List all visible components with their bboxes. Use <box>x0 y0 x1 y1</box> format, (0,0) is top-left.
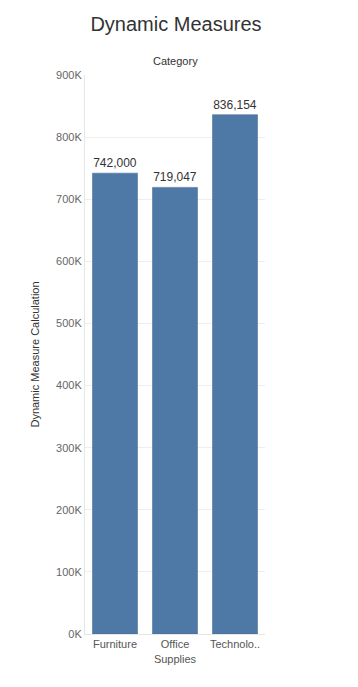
svg-text:200K: 200K <box>56 504 82 516</box>
svg-text:Dynamic Measures: Dynamic Measures <box>90 13 261 35</box>
svg-text:0K: 0K <box>68 628 82 640</box>
svg-text:742,000: 742,000 <box>93 156 137 170</box>
svg-text:836,154: 836,154 <box>213 98 257 112</box>
svg-text:Furniture: Furniture <box>93 638 137 650</box>
svg-text:800K: 800K <box>56 131 82 143</box>
svg-text:719,047: 719,047 <box>153 170 197 184</box>
svg-text:400K: 400K <box>56 379 82 391</box>
svg-text:500K: 500K <box>56 317 82 329</box>
svg-text:Technolo..: Technolo.. <box>210 638 260 650</box>
svg-text:600K: 600K <box>56 255 82 267</box>
svg-text:Category: Category <box>153 55 198 67</box>
svg-text:100K: 100K <box>56 566 82 578</box>
svg-text:300K: 300K <box>56 442 82 454</box>
svg-text:900K: 900K <box>56 69 82 81</box>
svg-text:OfficeSupplies: OfficeSupplies <box>154 638 197 664</box>
svg-text:Dynamic Measure Calculation: Dynamic Measure Calculation <box>29 281 41 427</box>
svg-text:700K: 700K <box>56 193 82 205</box>
